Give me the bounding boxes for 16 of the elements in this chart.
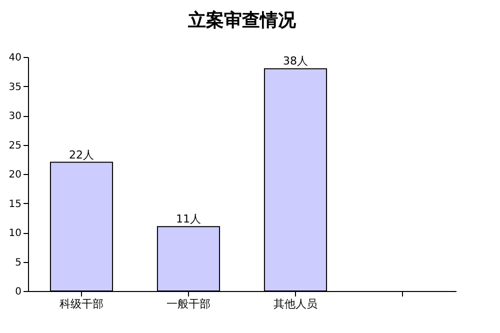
y-tick-label: 35 bbox=[8, 82, 22, 93]
y-tick-label: 20 bbox=[8, 170, 22, 180]
y-tick-label: 25 bbox=[8, 140, 22, 152]
chart-title: 立案审查情况 bbox=[187, 10, 297, 31]
y-tick-label: 10 bbox=[8, 228, 22, 239]
data-label: 11人 bbox=[176, 212, 201, 226]
data-label: 22人 bbox=[69, 148, 94, 162]
y-tick-label: 15 bbox=[8, 198, 22, 210]
y-tick-label: 0 bbox=[15, 286, 22, 298]
y-tick-label: 40 bbox=[8, 52, 22, 64]
x-tick-label: 其他人员 bbox=[274, 298, 318, 310]
data-label: 38人 bbox=[283, 54, 308, 68]
x-tick-label: 科级干部 bbox=[60, 298, 104, 310]
y-tick-label: 5 bbox=[15, 257, 22, 268]
y-tick-label: 30 bbox=[8, 111, 22, 122]
x-tick-label: 一般干部 bbox=[166, 298, 210, 310]
